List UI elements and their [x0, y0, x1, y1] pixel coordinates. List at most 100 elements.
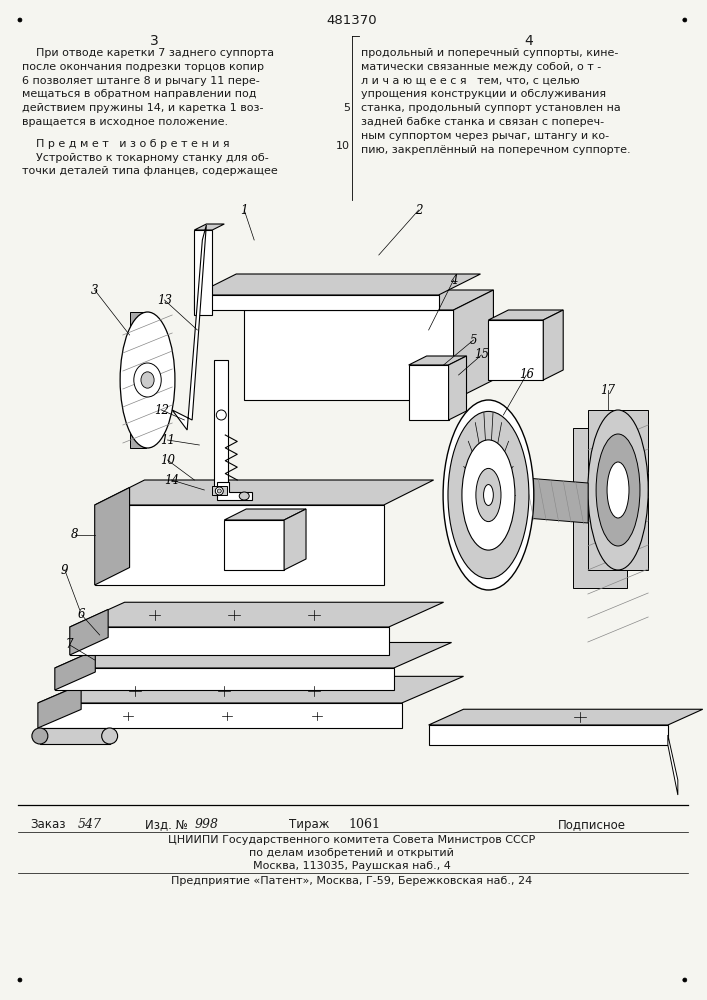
Polygon shape [173, 225, 206, 430]
Ellipse shape [476, 468, 501, 522]
Text: 8: 8 [71, 528, 78, 542]
Text: 998: 998 [194, 818, 218, 831]
Text: 481370: 481370 [327, 14, 378, 27]
Polygon shape [489, 475, 588, 523]
Polygon shape [95, 480, 433, 505]
Polygon shape [244, 290, 493, 310]
Polygon shape [129, 312, 146, 448]
Text: 5: 5 [343, 103, 350, 113]
Text: 10: 10 [336, 141, 350, 151]
Polygon shape [194, 230, 212, 315]
Text: упрощения конструкции и обслуживания: упрощения конструкции и обслуживания [361, 89, 606, 99]
Polygon shape [668, 735, 678, 795]
Ellipse shape [484, 485, 493, 505]
Circle shape [18, 978, 22, 982]
Text: 3: 3 [150, 34, 159, 48]
Polygon shape [55, 650, 95, 690]
Polygon shape [38, 703, 402, 728]
Text: мещаться в обратном направлении под: мещаться в обратном направлении под [22, 89, 257, 99]
Text: ЦНИИПИ Государственного комитета Совета Министров СССР: ЦНИИПИ Государственного комитета Совета … [168, 835, 535, 845]
Circle shape [217, 489, 221, 493]
Polygon shape [214, 360, 228, 495]
Polygon shape [95, 505, 384, 585]
Text: 7: 7 [66, 639, 74, 652]
Text: 17: 17 [600, 383, 616, 396]
Polygon shape [588, 410, 648, 570]
Text: 4: 4 [450, 273, 457, 286]
Text: При отводе каретки 7 заднего суппорта: При отводе каретки 7 заднего суппорта [22, 48, 274, 58]
Text: Заказ: Заказ [30, 818, 66, 831]
Circle shape [683, 978, 686, 982]
Polygon shape [212, 486, 227, 495]
Polygon shape [194, 295, 438, 310]
Polygon shape [55, 668, 394, 690]
Text: A: A [251, 535, 257, 545]
Polygon shape [428, 709, 703, 725]
Ellipse shape [588, 410, 648, 570]
Text: 16: 16 [519, 368, 534, 381]
Text: Устройство к токарному станку для об-: Устройство к токарному станку для об- [22, 153, 269, 163]
Circle shape [216, 487, 223, 495]
Text: по делам изобретений и открытий: по делам изобретений и открытий [250, 848, 455, 858]
Text: 9: 9 [61, 564, 69, 576]
Text: 5: 5 [469, 334, 477, 347]
Polygon shape [284, 509, 306, 570]
Polygon shape [70, 602, 443, 627]
Text: 1061: 1061 [349, 818, 381, 831]
Text: 6 позволяет штанге 8 и рычагу 11 пере-: 6 позволяет штанге 8 и рычагу 11 пере- [22, 76, 259, 86]
Polygon shape [224, 520, 284, 570]
Text: Москва, 113035, Раушская наб., 4: Москва, 113035, Раушская наб., 4 [253, 861, 451, 871]
Text: 11: 11 [160, 434, 175, 446]
Polygon shape [454, 290, 493, 400]
Text: 15: 15 [474, 349, 489, 361]
Text: л и ч а ю щ е е с я   тем, что, с целью: л и ч а ю щ е е с я тем, что, с целью [361, 76, 580, 86]
Text: П р е д м е т   и з о б р е т е н и я: П р е д м е т и з о б р е т е н и я [22, 139, 230, 149]
Ellipse shape [462, 440, 515, 550]
Polygon shape [409, 356, 467, 365]
Polygon shape [448, 356, 467, 420]
Polygon shape [489, 320, 543, 380]
Polygon shape [224, 509, 306, 520]
Text: Изд. №: Изд. № [144, 818, 187, 831]
Text: 4: 4 [524, 34, 532, 48]
Polygon shape [40, 728, 110, 744]
Ellipse shape [443, 400, 534, 590]
Circle shape [683, 18, 686, 22]
Text: 1: 1 [240, 204, 248, 217]
Polygon shape [409, 365, 448, 420]
Polygon shape [194, 224, 224, 230]
Ellipse shape [596, 434, 640, 546]
Text: продольный и поперечный суппорты, кине-: продольный и поперечный суппорты, кине- [361, 48, 618, 58]
Ellipse shape [607, 462, 629, 518]
Text: 13: 13 [157, 294, 172, 306]
Text: 10: 10 [160, 454, 175, 466]
Text: 12: 12 [154, 403, 169, 416]
Ellipse shape [32, 728, 48, 744]
Text: пию, закреплённый на поперечном суппорте.: пию, закреплённый на поперечном суппорте… [361, 145, 631, 155]
Text: 6: 6 [78, 608, 86, 621]
Ellipse shape [239, 492, 249, 500]
Ellipse shape [134, 363, 161, 397]
Text: матически связанные между собой, о т -: матически связанные между собой, о т - [361, 62, 601, 72]
Text: действием пружины 14, и каретка 1 воз-: действием пружины 14, и каретка 1 воз- [22, 103, 264, 113]
Text: после окончания подрезки торцов копир: после окончания подрезки торцов копир [22, 62, 264, 72]
Text: вращается в исходное положение.: вращается в исходное положение. [22, 117, 228, 127]
Polygon shape [573, 428, 628, 588]
Text: Подписное: Подписное [559, 818, 626, 831]
Polygon shape [194, 274, 481, 295]
Text: станка, продольный суппорт установлен на: станка, продольный суппорт установлен на [361, 103, 621, 113]
Ellipse shape [141, 372, 154, 388]
Text: 3: 3 [91, 284, 98, 296]
Polygon shape [489, 310, 563, 320]
Polygon shape [70, 609, 108, 655]
Ellipse shape [448, 411, 529, 579]
Circle shape [18, 18, 22, 22]
Polygon shape [217, 482, 252, 500]
Polygon shape [543, 310, 563, 380]
Polygon shape [428, 725, 668, 745]
Text: точки деталей типа фланцев, содержащее: точки деталей типа фланцев, содержащее [22, 166, 278, 176]
Ellipse shape [102, 728, 117, 744]
Text: Предприятие «Патент», Москва, Г-59, Бережковская наб., 24: Предприятие «Патент», Москва, Г-59, Бере… [171, 876, 532, 886]
Polygon shape [55, 642, 452, 668]
Polygon shape [95, 488, 129, 585]
